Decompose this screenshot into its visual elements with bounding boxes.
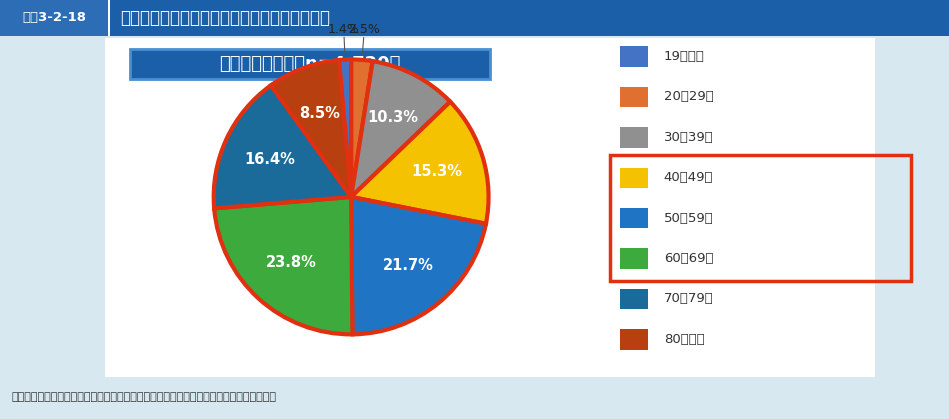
Bar — [620, 168, 648, 188]
Text: 60〜69歳: 60〜69歳 — [663, 252, 714, 265]
Text: 2.5%: 2.5% — [348, 23, 381, 36]
Text: 70〜79歳: 70〜79歳 — [663, 292, 714, 305]
Text: 16.4%: 16.4% — [245, 152, 295, 167]
Bar — [0, 0, 949, 36]
Text: 30〜39歳: 30〜39歳 — [663, 131, 714, 144]
Bar — [620, 127, 648, 147]
Wedge shape — [351, 197, 486, 334]
Bar — [620, 208, 648, 228]
Bar — [130, 49, 490, 79]
Text: 8.5%: 8.5% — [300, 106, 341, 121]
Bar — [620, 248, 648, 269]
Bar — [0, 0, 108, 36]
Text: 40〜49歳: 40〜49歳 — [663, 171, 714, 184]
Text: 20〜29歳: 20〜29歳 — [663, 91, 714, 103]
Bar — [108, 0, 110, 36]
Text: 80歳以上: 80歳以上 — [663, 333, 704, 346]
Text: 23.8%: 23.8% — [266, 256, 316, 270]
Wedge shape — [351, 61, 450, 197]
Text: 10.3%: 10.3% — [367, 110, 418, 125]
Text: 1.4%: 1.4% — [327, 23, 360, 36]
Wedge shape — [339, 59, 351, 197]
Bar — [130, 49, 490, 79]
Wedge shape — [351, 102, 489, 224]
Bar — [610, 155, 911, 282]
Text: 資料：厚生労働省「生活困窮者自立支援法等に基づく各事業の令和２年度事業実績調査」: 資料：厚生労働省「生活困窮者自立支援法等に基づく各事業の令和２年度事業実績調査」 — [12, 392, 277, 402]
Text: 21.7%: 21.7% — [382, 258, 434, 273]
Text: 図表3-2-18: 図表3-2-18 — [22, 11, 86, 24]
Wedge shape — [271, 60, 351, 197]
Bar — [105, 38, 875, 377]
Wedge shape — [214, 197, 352, 334]
Bar — [620, 87, 648, 107]
Text: 19歳以下: 19歳以下 — [663, 50, 704, 63]
Text: 年齢別利用状況（n=4,720）: 年齢別利用状況（n=4,720） — [219, 55, 400, 73]
Wedge shape — [351, 59, 373, 197]
Text: 生活困窮者一時生活支援事業の年齢別利用状況: 生活困窮者一時生活支援事業の年齢別利用状況 — [120, 9, 330, 27]
Bar — [620, 47, 648, 67]
Bar — [620, 329, 648, 349]
Bar — [620, 289, 648, 309]
Text: 15.3%: 15.3% — [411, 164, 462, 179]
Text: 50〜59歳: 50〜59歳 — [663, 212, 714, 225]
Wedge shape — [214, 85, 351, 208]
